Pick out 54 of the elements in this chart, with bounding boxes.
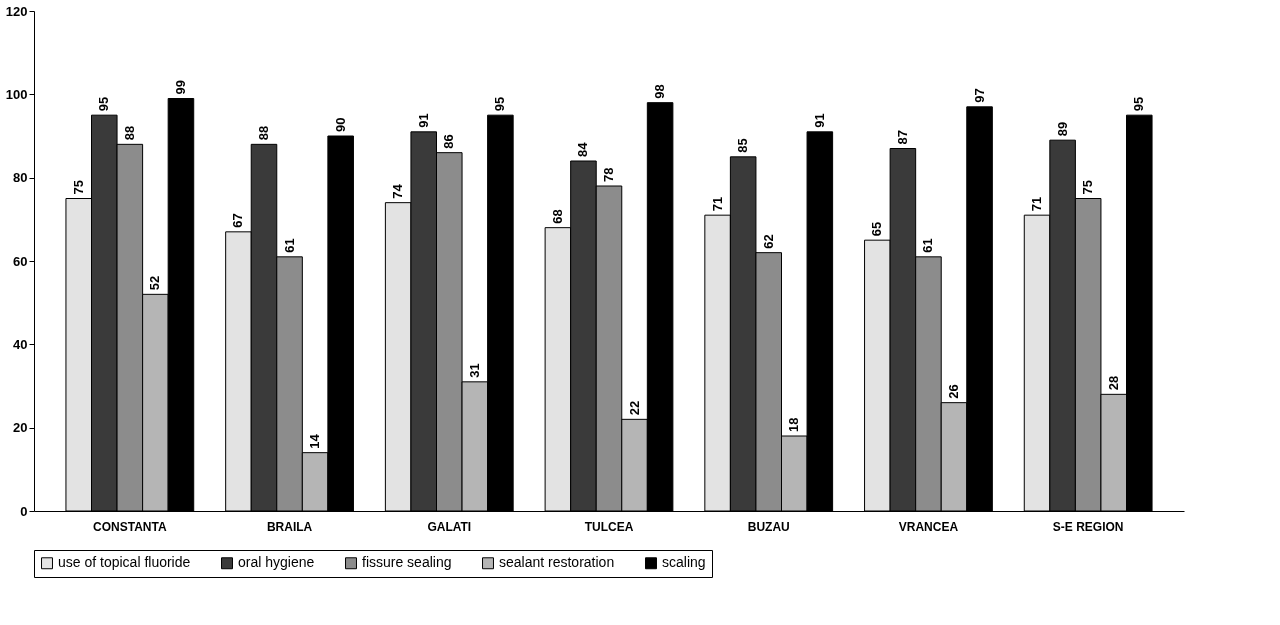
data-label: 75 [1080,180,1096,195]
data-label: 84 [575,141,591,157]
data-label: 86 [441,134,457,149]
y-tick-label: 60 [13,253,28,269]
data-label: 85 [735,138,751,153]
data-label: 74 [390,183,406,199]
data-label: 91 [415,113,431,128]
data-label: 91 [811,113,827,128]
y-tick-label: 20 [13,420,28,436]
data-label: 89 [1054,121,1070,137]
legend-label: sealant restoration [499,554,615,571]
data-label: 62 [760,234,776,249]
y-tick-label: 80 [13,170,28,186]
data-label: 95 [96,96,112,112]
data-label: 61 [920,238,936,253]
data-label: 97 [971,88,987,103]
data-label: 71 [709,196,725,212]
data-label: 90 [332,117,348,132]
y-tick-label: 0 [20,503,28,519]
x-tick-label: BUZAU [747,519,790,534]
x-tick-label: TULCEA [584,519,634,534]
x-tick-label: CONSTANTA [93,519,167,534]
legend-label: oral hygiene [238,554,315,571]
data-label: 98 [652,84,668,99]
data-label: 14 [307,433,323,449]
y-tick-label: 100 [5,86,28,102]
data-label: 88 [256,125,271,141]
y-tick-label: 40 [13,336,28,352]
data-label: 67 [230,213,246,228]
x-tick-label: VRANCEA [898,519,959,534]
data-label: 75 [70,180,86,195]
legend-label: use of topical fluoride [58,554,191,571]
data-label: 68 [549,209,565,224]
data-label: 87 [894,130,910,145]
data-label: 26 [946,384,961,399]
data-label: 78 [601,167,616,182]
data-label: 31 [466,363,482,378]
data-label: 95 [1131,96,1147,112]
legend-label: fissure sealing [362,554,452,571]
y-tick-label: 120 [5,3,28,19]
data-label: 18 [786,417,802,432]
data-label: 22 [626,400,642,416]
legend-label: scaling [662,554,706,571]
data-label: 88 [121,125,137,141]
data-label: 52 [147,275,163,291]
data-label: 28 [1105,375,1121,391]
data-label: 71 [1029,196,1045,212]
data-label: 99 [172,80,188,95]
data-label: 65 [869,221,885,237]
x-tick-label: S-E REGION [1052,519,1124,534]
data-label: 61 [281,238,297,253]
x-tick-label: BRAILA [266,519,313,534]
data-label: 95 [492,96,508,112]
x-tick-label: GALATI [427,519,472,534]
